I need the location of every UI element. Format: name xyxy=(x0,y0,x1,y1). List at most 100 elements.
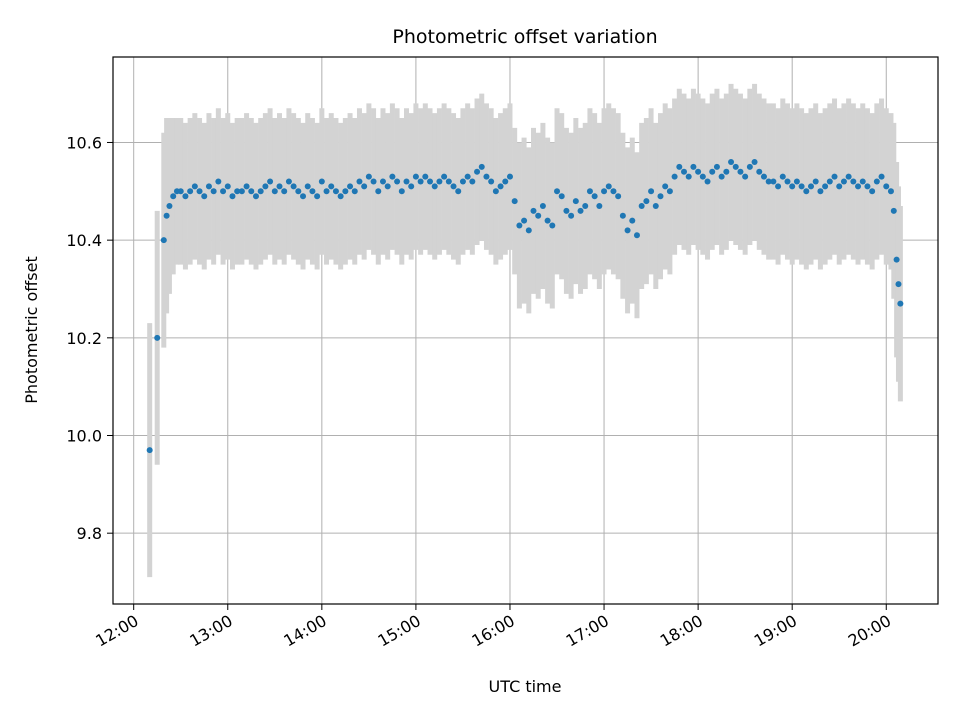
data-point xyxy=(295,188,302,195)
data-point xyxy=(544,217,551,224)
data-point xyxy=(370,178,377,185)
data-point xyxy=(662,183,669,190)
y-axis-label: Photometric offset xyxy=(22,256,41,404)
data-point xyxy=(166,202,173,209)
data-point xyxy=(789,183,796,190)
data-point xyxy=(146,447,153,454)
data-point xyxy=(596,202,603,209)
data-point xyxy=(793,178,800,185)
data-point xyxy=(713,163,720,170)
data-point xyxy=(601,188,608,195)
data-point xyxy=(450,183,457,190)
data-point xyxy=(695,168,702,175)
data-point xyxy=(361,183,368,190)
data-point xyxy=(742,173,749,180)
data-point xyxy=(765,178,772,185)
data-point xyxy=(563,207,570,214)
data-point xyxy=(525,227,532,234)
data-point xyxy=(516,222,523,229)
data-point xyxy=(394,178,401,185)
data-point xyxy=(389,173,396,180)
data-point xyxy=(375,188,382,195)
data-point xyxy=(582,202,589,209)
data-point xyxy=(591,193,598,200)
y-axis-ticks: 9.8 10.0 10.2 10.4 10.6 xyxy=(66,133,113,543)
data-point xyxy=(558,193,565,200)
data-point xyxy=(746,163,753,170)
data-point xyxy=(417,178,424,185)
data-point xyxy=(332,188,339,195)
data-point xyxy=(864,183,871,190)
data-point xyxy=(436,178,443,185)
data-point xyxy=(182,193,189,200)
data-point xyxy=(770,178,777,185)
data-point xyxy=(699,173,706,180)
data-point xyxy=(187,188,194,195)
data-point xyxy=(474,168,481,175)
data-point xyxy=(619,212,626,219)
data-point xyxy=(859,178,866,185)
data-point xyxy=(328,183,335,190)
data-point xyxy=(205,183,212,190)
data-point xyxy=(201,193,208,200)
data-point xyxy=(605,183,612,190)
data-point xyxy=(718,173,725,180)
data-point xyxy=(215,178,222,185)
data-point xyxy=(267,178,274,185)
data-point xyxy=(887,188,894,195)
data-point xyxy=(643,198,650,205)
data-point xyxy=(314,193,321,200)
data-point xyxy=(681,168,688,175)
data-point xyxy=(895,281,902,288)
data-point xyxy=(455,188,462,195)
data-point xyxy=(300,193,307,200)
data-point xyxy=(412,173,419,180)
data-point xyxy=(657,193,664,200)
y-tick-label: 10.4 xyxy=(66,231,102,250)
data-point xyxy=(220,188,227,195)
data-point xyxy=(210,188,217,195)
data-point xyxy=(398,188,405,195)
data-point xyxy=(431,183,438,190)
data-point xyxy=(488,178,495,185)
data-point xyxy=(610,188,617,195)
data-point xyxy=(323,188,330,195)
data-point xyxy=(751,159,758,166)
data-point xyxy=(666,188,673,195)
data-point xyxy=(690,163,697,170)
data-point xyxy=(803,188,810,195)
data-point xyxy=(629,217,636,224)
chart-title: Photometric offset variation xyxy=(392,26,657,48)
data-point xyxy=(191,183,198,190)
data-point xyxy=(798,183,805,190)
data-point xyxy=(506,173,513,180)
data-point xyxy=(384,183,391,190)
data-point xyxy=(873,178,880,185)
data-point xyxy=(779,173,786,180)
data-point xyxy=(464,173,471,180)
data-point xyxy=(281,188,288,195)
data-point xyxy=(365,173,372,180)
data-point xyxy=(709,168,716,175)
data-point xyxy=(160,237,167,244)
data-point xyxy=(257,188,264,195)
data-point xyxy=(652,202,659,209)
data-point xyxy=(271,188,278,195)
data-point xyxy=(840,178,847,185)
data-point xyxy=(229,193,236,200)
y-tick-label: 10.0 xyxy=(66,427,102,446)
data-point xyxy=(855,183,862,190)
data-point xyxy=(234,188,241,195)
data-point xyxy=(170,193,177,200)
data-point xyxy=(309,188,316,195)
y-tick-label: 10.6 xyxy=(66,133,102,152)
data-point xyxy=(615,193,622,200)
data-point xyxy=(737,168,744,175)
data-point xyxy=(826,178,833,185)
data-point xyxy=(262,183,269,190)
data-point xyxy=(836,183,843,190)
data-point xyxy=(502,178,509,185)
data-point xyxy=(248,188,255,195)
data-point xyxy=(243,183,250,190)
data-point xyxy=(347,183,354,190)
